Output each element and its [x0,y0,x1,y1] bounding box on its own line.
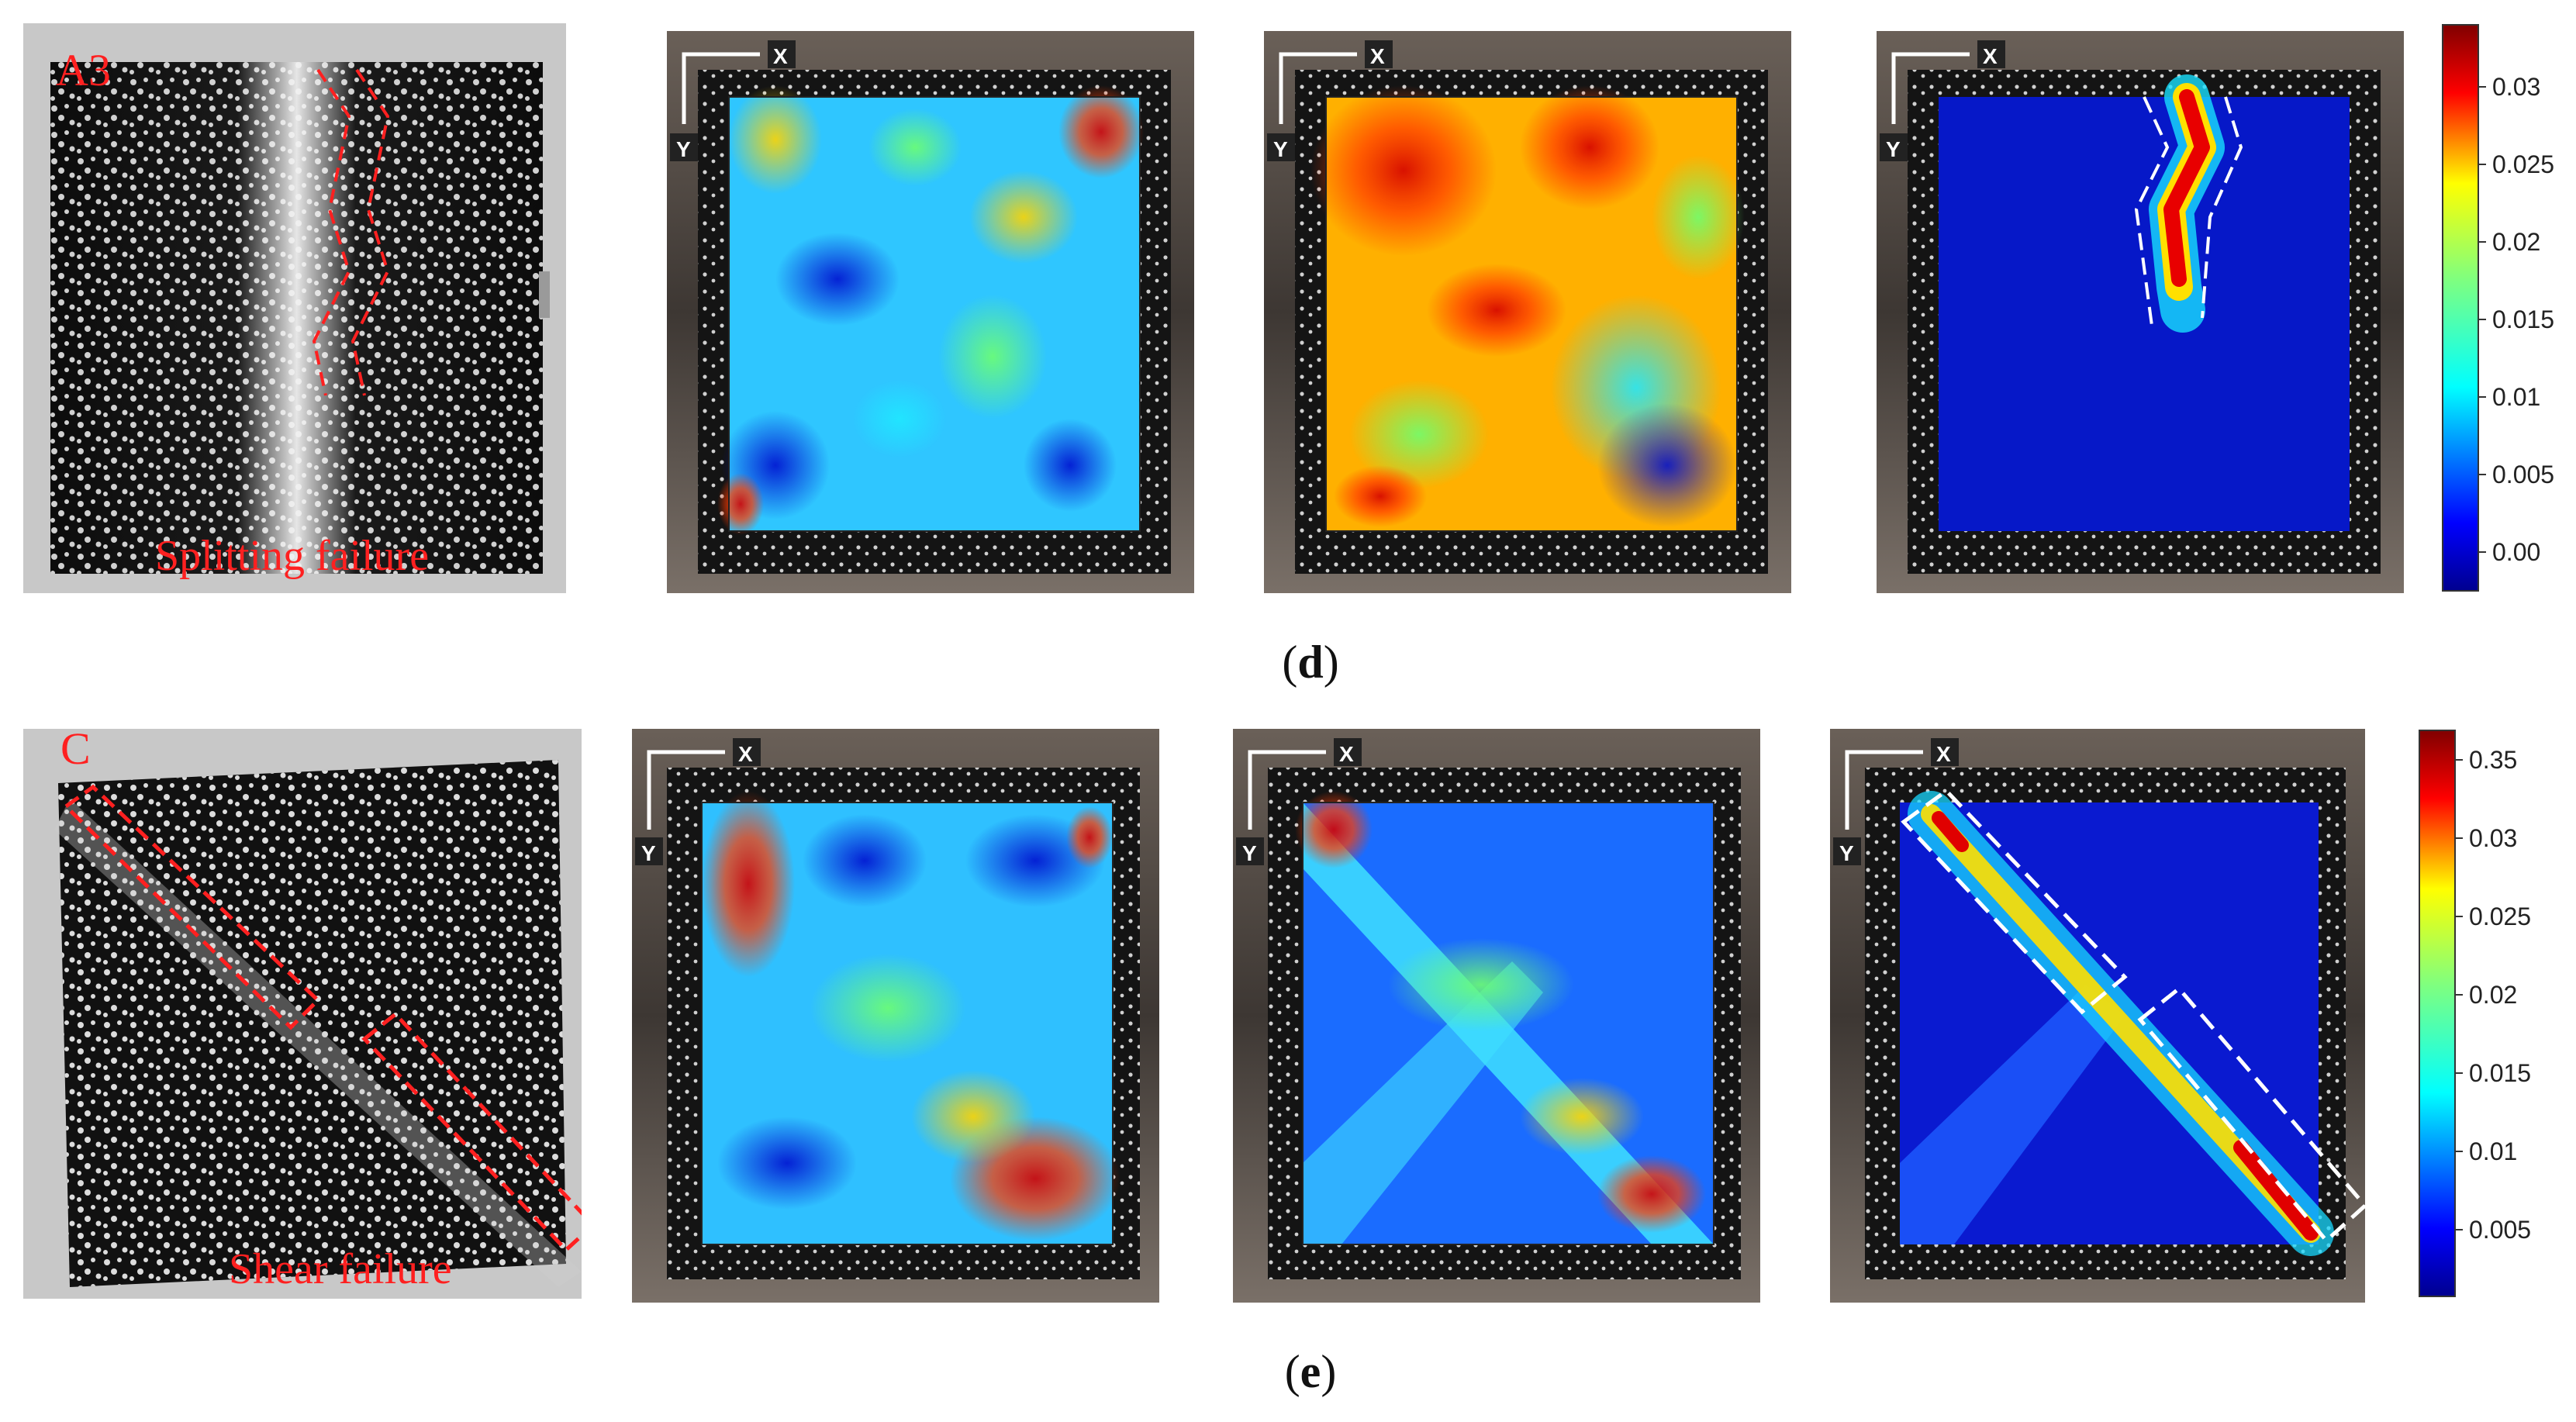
svg-text:Y: Y [641,841,656,865]
crack-outline [63,784,582,1253]
colorbar-tick-label: 0.01 [2492,383,2540,411]
strain-map-d-2: X Y [1264,31,1791,593]
axis-indicator: X Y [1236,738,1362,865]
specimen-label: C [60,729,91,774]
caption-e: (e) [1284,1346,1337,1397]
crack-outline [2134,96,2243,326]
colorbar-tick-label: 0.01 [2469,1137,2517,1165]
failure-label: Shear failure [229,1245,452,1293]
colorbar-tick-label: 0.35 [2469,746,2517,774]
shear-band [1908,791,2334,1256]
colorbar-tick-label: 0.00 [2492,538,2540,566]
strain-map-d-3: X Y [1877,31,2404,593]
axis-indicator: X Y [1880,40,2005,161]
svg-text:X: X [1936,742,1951,766]
colorbar-tick-label: 0.005 [2492,461,2554,488]
colorbar-tick-label: 0.03 [2469,824,2517,852]
colorbar-tick-label: 0.015 [2492,305,2554,333]
axis-indicator: X Y [1267,40,1393,161]
colorbar-tick-label: 0.02 [2492,228,2540,256]
svg-text:X: X [738,742,753,766]
colorbar-tick-label: 0.025 [2469,903,2531,930]
svg-text:Y: Y [1839,841,1854,865]
colorbar-tick-label: 0.03 [2492,73,2540,101]
svg-text:Y: Y [1242,841,1257,865]
strain-map-e-3: X Y [1830,729,2365,1303]
caption-d: (d) [1282,637,1339,688]
svg-text:X: X [1370,44,1385,68]
colorbar-tick-label: 0.015 [2469,1059,2531,1087]
svg-text:Y: Y [1886,137,1901,161]
colorbar-tick-label: 0.025 [2492,150,2554,178]
colorbar-e: 0.35 0.03 0.025 0.02 0.015 0.01 0.005 [2412,729,2567,1303]
svg-text:X: X [773,44,788,68]
svg-text:Y: Y [1273,137,1288,161]
crack-outline [1901,788,2365,1244]
axis-indicator: X Y [1833,738,1959,865]
specimen-photo-a3: A3 Splitting failure [23,23,566,593]
specimen-photo-c: C Shear failure [23,729,582,1299]
failure-label: Splitting failure [155,532,429,580]
specimen-label: A3 [56,45,111,95]
axis-indicator: X Y [635,738,761,865]
colorbar-tick-label: 0.02 [2469,981,2517,1009]
colorbar-tick-label: 0.005 [2469,1216,2531,1244]
svg-text:X: X [1983,44,1998,68]
axis-indicator: X Y [670,40,796,161]
colorbar-d: 0.03 0.025 0.02 0.015 0.01 0.005 0.00 [2435,23,2574,597]
strain-map-e-2: X Y [1233,729,1760,1303]
strain-map-d-1: X Y [667,31,1194,593]
crack-outline [312,68,390,396]
strain-map-e-1: X Y [632,729,1159,1303]
svg-text:X: X [1339,742,1354,766]
svg-text:Y: Y [676,137,691,161]
crack-band [2149,74,2225,333]
